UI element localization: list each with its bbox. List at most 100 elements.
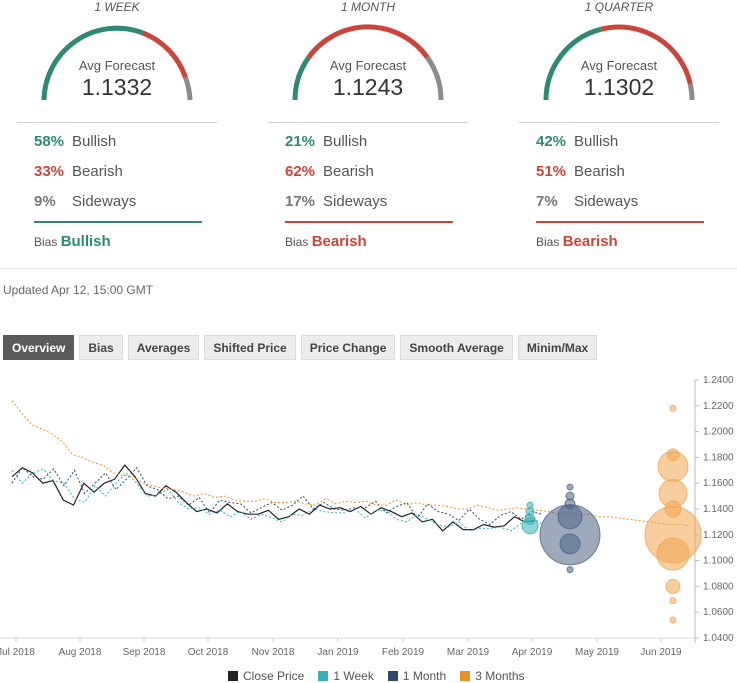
y-tick-label: 1.1200: [703, 530, 734, 541]
section-divider: [0, 268, 737, 269]
bias-value: Bearish: [311, 233, 367, 250]
x-tick-label: Apr 2019: [512, 647, 553, 658]
tab-bias[interactable]: Bias: [79, 335, 123, 360]
x-tick-label: Jan 2019: [317, 647, 359, 658]
legend-item[interactable]: 3 Months: [460, 669, 525, 683]
updated-timestamp: Updated Apr 12, 15:00 GMT: [3, 283, 154, 297]
bullish-row: 21% Bullish: [285, 133, 367, 150]
series-line-3-months: [11, 400, 691, 527]
tab-overview[interactable]: Overview: [3, 335, 75, 360]
bearish-row: 51% Bearish: [536, 163, 625, 180]
divider: [268, 122, 468, 123]
forecast-chart: 1.2400 1.2200 1.2000 1.1800 1.1600 1.1400 1.12…: [0, 375, 734, 658]
tab-shifted-price[interactable]: Shifted Price: [204, 335, 296, 360]
tab-smooth-average[interactable]: Smooth Average: [400, 335, 513, 360]
bullish-label: Bullish: [323, 133, 368, 150]
panel-title: 1 WEEK: [94, 0, 140, 14]
avg-forecast-value: 1.1302: [583, 74, 655, 100]
gauge-label: Avg Forecast: [580, 58, 658, 73]
forecast-bubble: [665, 578, 681, 594]
bullish-label: Bullish: [574, 133, 619, 150]
forecast-bubble: [656, 537, 690, 571]
legend-label: 1 Month: [402, 669, 447, 683]
forecast-bubble: [669, 597, 677, 605]
forecast-bubble: [566, 483, 574, 491]
divider: [519, 122, 719, 123]
legend-item[interactable]: 1 Week: [318, 669, 374, 683]
gauge-label: Avg Forecast: [78, 58, 156, 73]
bullish-pct: 42%: [536, 133, 567, 150]
legend-item[interactable]: Close Price: [228, 669, 304, 683]
forecast-gauge: [41, 25, 193, 101]
tab-minim-max[interactable]: Minim/Max: [517, 335, 598, 360]
x-tick-label: Oct 2018: [188, 647, 229, 658]
sideways-pct: 9%: [34, 193, 56, 210]
bearish-row: 62% Bearish: [285, 163, 374, 180]
legend-swatch: [460, 671, 471, 681]
forecast-bubble: [669, 616, 677, 624]
y-tick-label: 1.2200: [703, 401, 734, 412]
bearish-label: Bearish: [72, 163, 123, 180]
sideways-row: 7% Sideways: [536, 193, 638, 210]
tab-averages[interactable]: Averages: [127, 335, 200, 360]
bias-underline: [285, 221, 453, 223]
bias: Bias Bullish: [34, 233, 111, 250]
x-tick-label: May 2019: [575, 647, 619, 658]
avg-forecast-value: 1.1243: [332, 74, 404, 100]
legend-label: Close Price: [243, 669, 305, 683]
sideways-row: 17% Sideways: [285, 193, 387, 210]
forecast-bubble: [566, 566, 574, 574]
bias-underline: [536, 221, 704, 223]
legend-swatch: [318, 671, 329, 681]
y-tick-label: 1.0400: [703, 633, 734, 644]
x-tick-label: Aug 2018: [59, 647, 102, 658]
bullish-pct: 21%: [285, 133, 316, 150]
bias-label: Bias: [536, 235, 560, 249]
legend-item[interactable]: 1 Month: [387, 669, 447, 683]
avg-forecast-value: 1.1332: [81, 74, 153, 100]
panel-title: 1 QUARTER: [584, 0, 654, 14]
bullish-row: 58% Bullish: [34, 133, 116, 150]
y-tick-label: 1.1800: [703, 452, 734, 463]
forecast-bubble: [559, 533, 581, 555]
bias-value: Bullish: [60, 233, 111, 250]
bearish-pct: 33%: [34, 163, 65, 180]
forecast-gauge: [292, 24, 444, 101]
tab-price-change[interactable]: Price Change: [300, 335, 396, 360]
forecast-bubble: [669, 404, 677, 412]
bullish-row: 42% Bullish: [536, 133, 618, 150]
x-tick-label: Feb 2019: [382, 647, 425, 658]
bullish-pct: 58%: [34, 133, 65, 150]
legend-label: 3 Months: [475, 669, 525, 683]
sideways-label: Sideways: [574, 193, 639, 210]
sideways-pct: 17%: [285, 193, 316, 210]
bias-label: Bias: [34, 235, 58, 249]
legend-swatch: [387, 671, 398, 681]
forecast-bubble: [657, 450, 689, 482]
chart-tabs: Overview Bias Averages Shifted Price Pri…: [3, 335, 598, 360]
divider: [17, 122, 217, 123]
x-tick-label: Mar 2019: [447, 647, 490, 658]
x-tick-label: Nov 2018: [252, 647, 295, 658]
y-tick-label: 1.0600: [703, 607, 734, 618]
forecast-bubble: [521, 517, 539, 535]
legend-swatch: [228, 671, 238, 681]
x-tick-label: Sep 2018: [123, 647, 166, 658]
sideways-pct: 7%: [536, 193, 558, 210]
x-tick-label: Jun 2019: [640, 647, 682, 658]
bearish-row: 33% Bearish: [34, 163, 123, 180]
y-tick-label: 1.1000: [703, 556, 734, 567]
bearish-pct: 62%: [285, 163, 316, 180]
legend-label: 1 Week: [333, 669, 374, 683]
forecast-gauge: [543, 24, 695, 101]
bullish-label: Bullish: [72, 133, 117, 150]
gauge-label: Avg Forecast: [329, 58, 407, 73]
bearish-pct: 51%: [536, 163, 567, 180]
y-tick-label: 1.2400: [703, 375, 734, 386]
chart-legend: Close Price 1 Week 1 Month 3 Months: [228, 669, 525, 683]
series-line-1-month: [11, 466, 543, 526]
x-tick-label: Jul 2018: [0, 647, 35, 658]
bias: Bias Bearish: [285, 233, 367, 250]
bias-underline: [34, 221, 202, 223]
y-tick-label: 1.1400: [703, 504, 734, 515]
